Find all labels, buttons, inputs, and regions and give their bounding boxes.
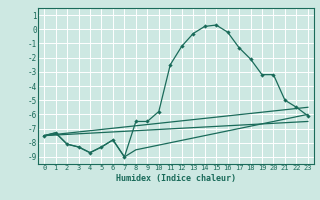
X-axis label: Humidex (Indice chaleur): Humidex (Indice chaleur) <box>116 174 236 183</box>
